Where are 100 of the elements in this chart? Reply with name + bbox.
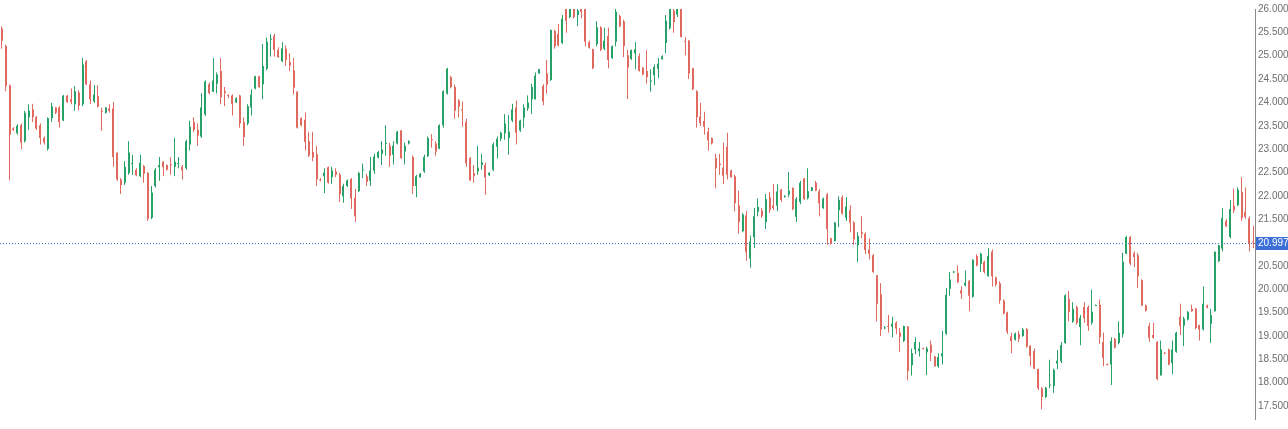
candlestick	[795, 196, 797, 223]
candlestick	[684, 36, 686, 56]
candlestick	[557, 23, 559, 47]
candlestick	[930, 340, 932, 362]
candlestick	[1244, 186, 1246, 220]
candlestick	[189, 120, 191, 152]
candlestick	[312, 131, 314, 162]
candlestick	[1252, 225, 1254, 249]
candlestick	[385, 124, 387, 157]
candlestick	[722, 142, 724, 185]
candlestick	[216, 72, 218, 95]
candlestick	[170, 156, 172, 176]
candlestick	[1041, 386, 1043, 410]
candlestick	[792, 186, 794, 211]
candlestick	[78, 89, 80, 111]
candlestick	[469, 156, 471, 182]
candlestick	[1148, 322, 1150, 343]
candlestick	[653, 64, 655, 86]
candlestick	[423, 154, 425, 174]
candlestick	[358, 171, 360, 193]
candlestick	[392, 140, 394, 166]
candlestick	[818, 188, 820, 217]
candlestick	[1083, 301, 1085, 324]
candlestick	[707, 127, 709, 152]
candlestick	[868, 237, 870, 260]
candlestick	[772, 183, 774, 211]
y-tick-label: 22.500	[1258, 166, 1288, 178]
candlestick	[838, 195, 840, 228]
candlestick	[350, 177, 352, 210]
candlestick	[1010, 332, 1012, 354]
candlestick	[243, 116, 245, 147]
y-tick-label: 26.000	[1258, 2, 1288, 14]
candlestick	[484, 162, 486, 196]
candlestick	[1049, 359, 1051, 389]
candlestick	[285, 44, 287, 67]
candlestick	[323, 167, 325, 194]
candlestick	[270, 33, 272, 58]
candlestick	[85, 59, 87, 86]
candlestick	[381, 140, 383, 166]
candlestick	[665, 14, 667, 54]
candlestick	[949, 271, 951, 297]
candlestick	[1068, 290, 1070, 322]
candlestick	[534, 72, 536, 101]
candlestick	[454, 84, 456, 120]
y-tick-label: 20.000	[1258, 282, 1288, 294]
candlestick	[650, 68, 652, 93]
candlestick	[174, 137, 176, 177]
candlestick	[887, 314, 889, 334]
candlestick	[864, 231, 866, 255]
candlestick	[39, 122, 41, 145]
candlestick	[389, 142, 391, 168]
candlestick	[281, 41, 283, 63]
candlestick	[807, 167, 809, 201]
candlestick	[197, 122, 199, 147]
candlestick	[131, 154, 133, 176]
candlestick	[308, 131, 310, 158]
y-tick-label: 20.500	[1258, 259, 1288, 271]
candlestick	[703, 111, 705, 136]
candlestick	[1091, 289, 1093, 326]
candlestick	[1076, 305, 1078, 326]
candlestick	[738, 190, 740, 235]
candlestick	[293, 57, 295, 95]
candlestick	[1237, 186, 1239, 207]
candlestick	[646, 49, 648, 85]
candlestick	[523, 103, 525, 129]
candlestick	[354, 188, 356, 223]
candlestick	[128, 140, 130, 176]
candlestick	[607, 27, 609, 69]
candlestick	[596, 20, 598, 47]
y-tick-label: 25.500	[1258, 26, 1288, 38]
candlestick	[542, 83, 544, 106]
candlestick	[765, 193, 767, 230]
candlestick	[1171, 340, 1173, 375]
candlestick	[603, 27, 605, 51]
candlestick	[58, 105, 60, 129]
candlestick	[1053, 368, 1055, 394]
candlestick	[657, 57, 659, 79]
candlestick	[638, 52, 640, 73]
candlestick	[304, 112, 306, 152]
candlestick	[1072, 301, 1074, 324]
candlestick	[101, 107, 103, 132]
candlestick	[715, 153, 717, 189]
candlestick	[369, 156, 371, 187]
ref-line-label: 20.997	[1258, 237, 1288, 249]
candlestick	[1060, 341, 1062, 364]
candlestick	[508, 114, 510, 156]
candlestick	[231, 93, 233, 116]
candlestick	[554, 29, 556, 50]
y-tick-label: 24.000	[1258, 96, 1288, 108]
candlestick	[28, 103, 30, 131]
candlestick	[212, 57, 214, 93]
candlestick	[911, 348, 913, 377]
candlestick	[1102, 332, 1104, 367]
candlestick	[1175, 331, 1177, 354]
candlestick	[841, 194, 843, 215]
candlestick	[477, 145, 479, 176]
candlestick	[1079, 314, 1081, 346]
y-tick-label: 19.500	[1258, 306, 1288, 318]
candlestick	[273, 33, 275, 58]
candlestick	[496, 136, 498, 159]
